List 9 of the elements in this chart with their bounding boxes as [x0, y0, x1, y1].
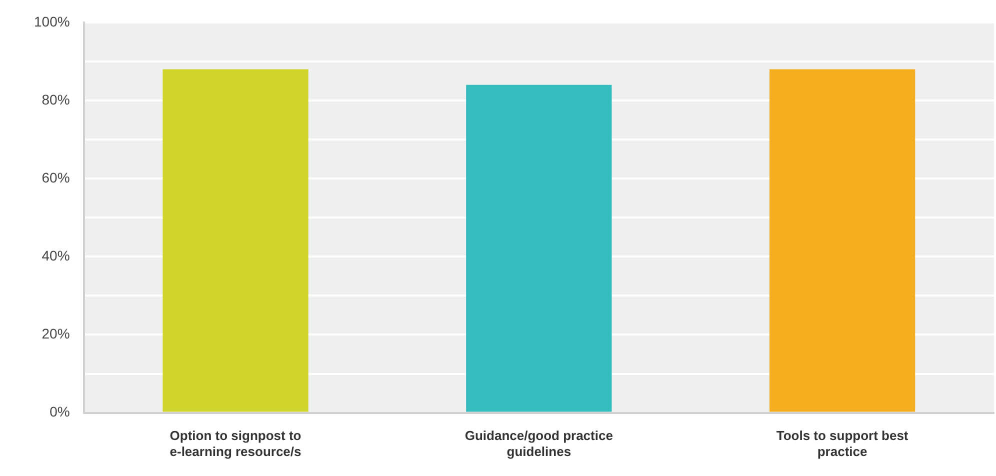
y-tick-label: 40%	[42, 248, 70, 264]
x-tick-label: Tools to support best practice	[776, 428, 909, 459]
y-tick-label: 0%	[50, 404, 70, 420]
y-tick-label: 100%	[34, 13, 70, 30]
y-tick-label: 80%	[42, 91, 70, 108]
y-tick-label: 60%	[42, 169, 70, 186]
x-tick-label: Guidance/good practice guidelines	[464, 428, 613, 459]
x-tick-label: Option to signpost to e-learning resource/s	[170, 428, 302, 459]
y-tick-label: 20%	[42, 326, 70, 342]
